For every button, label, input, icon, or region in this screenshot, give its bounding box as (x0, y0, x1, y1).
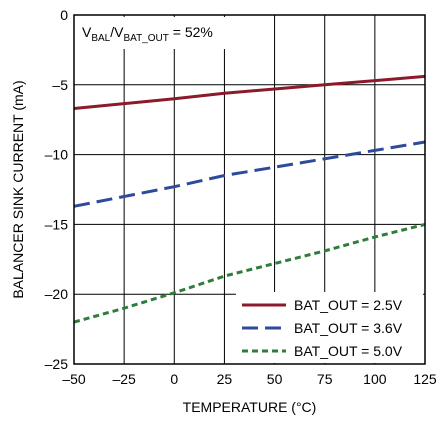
y-axis-label: BALANCER SINK CURRENT (mA) (10, 80, 26, 298)
anno-v1: V (82, 24, 92, 40)
svg-text:VBAL/VBAT_OUT = 52%: VBAL/VBAT_OUT = 52% (82, 24, 213, 44)
legend-label-1: BAT_OUT = 2.5V (294, 297, 403, 313)
x-axis-label: TEMPERATURE (°C) (183, 399, 317, 415)
y-tick-label: 0 (60, 7, 68, 23)
x-tick-label: 25 (217, 371, 233, 387)
x-tick-label: 100 (363, 371, 387, 387)
legend-label-2: BAT_OUT = 3.6V (294, 320, 403, 336)
y-tick-label: –10 (45, 147, 69, 163)
series-line-2 (73, 140, 426, 208)
plot-frame (73, 14, 426, 365)
x-tick-label: 75 (317, 371, 333, 387)
legend-label-3: BAT_OUT = 5.0V (294, 343, 403, 359)
y-tick-label: –15 (45, 216, 69, 232)
anno-sub2: BAT_OUT (123, 33, 168, 44)
x-tick-labels: –50 –25 0 25 50 75 100 125 (62, 371, 437, 387)
x-tick-label: 0 (170, 371, 178, 387)
y-tick-label: –25 (45, 356, 69, 372)
x-tick-label: 125 (413, 371, 437, 387)
y-tick-label: –5 (52, 77, 68, 93)
y-tick-label: –20 (45, 286, 69, 302)
ratio-annotation: VBAL/VBAT_OUT = 52% (76, 17, 251, 49)
anno-rest: = 52% (169, 24, 213, 40)
series-line-3 (73, 222, 426, 324)
series-line-1 (73, 74, 426, 110)
y-tick-labels: 0 –5 –10 –15 –20 –25 (45, 7, 69, 372)
x-tick-label: –50 (62, 371, 86, 387)
legend: BAT_OUT = 2.5V BAT_OUT = 3.6V BAT_OUT = 5.… (236, 292, 423, 363)
x-tick-label: 50 (267, 371, 283, 387)
x-tick-label: –25 (112, 371, 136, 387)
anno-sub1: BAL (91, 33, 110, 44)
anno-slash: /V (110, 24, 124, 40)
series-lines (73, 74, 426, 324)
